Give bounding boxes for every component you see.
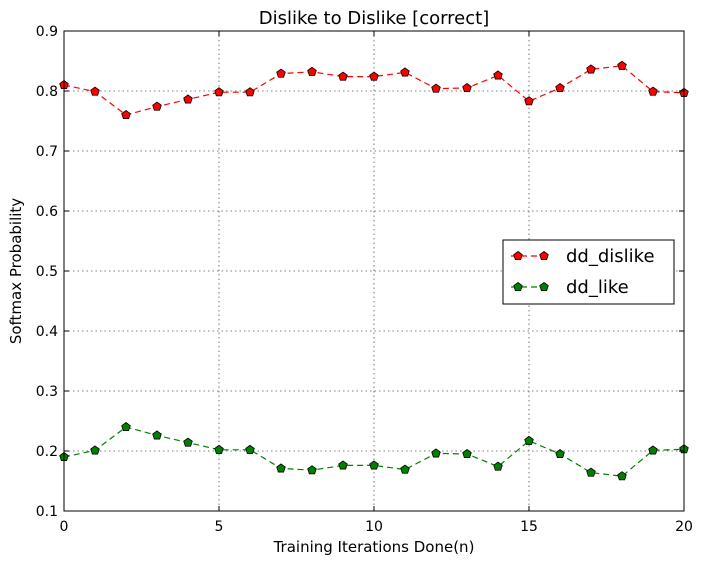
y-axis-label: Softmax Probability	[7, 198, 25, 344]
legend-entry: dd_like	[511, 277, 629, 298]
data-point	[555, 449, 565, 459]
data-point	[183, 94, 193, 104]
legend-marker	[513, 282, 523, 292]
y-tick-label: 0.7	[36, 144, 58, 160]
data-point	[493, 461, 503, 471]
legend-marker	[539, 251, 549, 261]
data-point	[276, 463, 286, 473]
x-tick-label: 5	[215, 519, 224, 535]
data-point	[462, 83, 472, 93]
data-point	[245, 87, 255, 97]
legend-label: dd_like	[566, 277, 629, 298]
y-tick-label: 0.3	[36, 384, 58, 400]
series-layer	[59, 60, 689, 481]
y-tick-label: 0.6	[36, 204, 58, 220]
data-point	[369, 71, 379, 81]
data-point	[617, 60, 627, 70]
y-tick-label: 0.1	[36, 504, 58, 520]
data-point	[152, 101, 162, 111]
data-point	[586, 467, 596, 477]
data-point	[307, 66, 317, 76]
y-tick-label: 0.8	[36, 84, 58, 100]
x-axis-label: Training Iterations Done(n)	[273, 538, 475, 556]
legend-marker	[513, 251, 523, 261]
data-point	[90, 86, 100, 96]
data-point	[245, 444, 255, 454]
x-tick-label: 0	[60, 519, 69, 535]
x-tick-label: 20	[675, 519, 693, 535]
data-point	[524, 96, 534, 106]
legend: dd_dislike dd_like	[502, 239, 675, 305]
series-line	[63, 65, 685, 116]
data-point	[152, 430, 162, 440]
y-tick-label: 0.2	[36, 444, 58, 460]
data-point	[307, 465, 317, 475]
legend-box	[502, 239, 675, 305]
y-tick-label: 0.5	[36, 264, 58, 280]
data-point	[338, 460, 348, 470]
x-tick-label: 15	[520, 519, 538, 535]
data-point	[338, 71, 348, 81]
data-point	[369, 460, 379, 470]
data-point	[648, 445, 658, 455]
axis-ticks: 0 5 10 15 20 0.1 0.2 0.3 0.4 0.5 0.6 0.7 0.8 0.9	[36, 24, 693, 535]
x-tick-label: 10	[365, 519, 383, 535]
series-dd_dislike	[59, 60, 689, 120]
series-line	[63, 426, 685, 477]
data-point	[431, 448, 441, 458]
data-point	[400, 464, 410, 474]
chart-title: Dislike to Dislike [correct]	[259, 8, 490, 29]
data-point	[276, 68, 286, 78]
legend-entry: dd_dislike	[511, 246, 655, 267]
data-point	[493, 70, 503, 80]
data-point	[555, 83, 565, 93]
data-point	[183, 437, 193, 447]
data-point	[431, 83, 441, 93]
data-point	[586, 64, 596, 74]
data-point	[90, 445, 100, 455]
data-point	[214, 87, 224, 97]
legend-marker	[539, 282, 549, 292]
data-point	[214, 444, 224, 454]
data-point	[121, 422, 131, 432]
data-point	[648, 86, 658, 96]
legend-label: dd_dislike	[566, 246, 655, 267]
data-point	[462, 449, 472, 459]
y-tick-label: 0.9	[36, 24, 58, 40]
data-point	[121, 110, 131, 120]
y-tick-label: 0.4	[36, 324, 58, 340]
series-dd_like	[59, 422, 689, 481]
data-point	[524, 435, 534, 445]
data-point	[400, 67, 410, 77]
data-point	[617, 471, 627, 481]
